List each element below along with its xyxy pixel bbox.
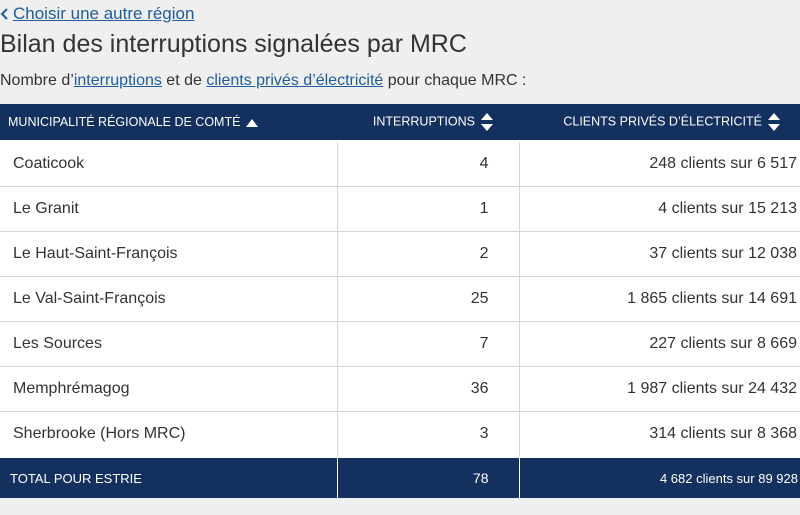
table-row: Sherbrooke (Hors MRC) 3 314 clients sur … xyxy=(0,411,800,458)
page-title: Bilan des interruptions signalées par MR… xyxy=(0,30,467,58)
clients-cell: 227 clients sur 8 669 xyxy=(519,321,800,367)
mrc-name-cell: Coaticook xyxy=(0,141,338,187)
total-interruptions: 78 xyxy=(337,456,520,498)
sort-ascending-icon xyxy=(246,118,259,127)
intro-text: Nombre d’interruptions et de clients pri… xyxy=(0,72,526,90)
clients-cell: 248 clients sur 6 517 xyxy=(519,141,800,187)
interruptions-cell: 36 xyxy=(337,366,520,412)
table-header-row: Municipalité régionale de comté Interrup… xyxy=(0,104,800,142)
table-row: Memphrémagog 36 1 987 clients sur 24 432 xyxy=(0,366,800,412)
intro-text-part3: pour chaque MRC : xyxy=(383,72,527,89)
table-row: Coaticook 4 248 clients sur 6 517 xyxy=(0,141,800,187)
mrc-name-cell: Memphrémagog xyxy=(0,366,338,412)
table-row: Le Granit 1 4 clients sur 15 213 xyxy=(0,186,800,232)
intro-text-part2: et de xyxy=(161,72,207,89)
intro-text-part1: Nombre d’ xyxy=(0,72,74,89)
interruptions-cell: 4 xyxy=(337,141,520,187)
total-clients: 4 682 clients sur 89 928 xyxy=(519,456,800,498)
interruptions-cell: 25 xyxy=(337,276,520,322)
chevron-left-icon xyxy=(0,4,9,24)
column-header-clients[interactable]: Clients privés d’électricité xyxy=(519,104,800,142)
clients-cell: 1 987 clients sur 24 432 xyxy=(519,366,800,412)
clients-cell: 314 clients sur 8 368 xyxy=(519,411,800,458)
column-header-mrc-label: Municipalité régionale de comté xyxy=(8,115,241,129)
interruptions-definition-link[interactable]: interruptions xyxy=(73,72,162,89)
column-header-clients-label: Clients privés d’électricité xyxy=(563,114,762,129)
interruptions-cell: 1 xyxy=(337,186,520,232)
sort-updown-icon xyxy=(768,113,780,131)
table-row: Les Sources 7 227 clients sur 8 669 xyxy=(0,321,800,367)
table-row: Le Val-Saint-François 25 1 865 clients s… xyxy=(0,276,800,322)
mrc-name-cell: Le Granit xyxy=(0,186,338,232)
back-to-regions-link[interactable]: Choisir une autre région xyxy=(0,4,194,24)
interruptions-cell: 7 xyxy=(337,321,520,367)
table-row: Le Haut-Saint-François 2 37 clients sur … xyxy=(0,231,800,277)
back-link-label: Choisir une autre région xyxy=(13,4,195,23)
mrc-name-cell: Le Haut-Saint-François xyxy=(0,231,338,277)
sort-updown-icon xyxy=(481,113,493,131)
column-header-interruptions[interactable]: Interruptions xyxy=(337,104,519,142)
total-label: Total pour Estrie xyxy=(0,456,338,498)
interruptions-cell: 2 xyxy=(337,231,520,277)
mrc-name-cell: Sherbrooke (Hors MRC) xyxy=(0,411,338,458)
interruptions-cell: 3 xyxy=(337,411,520,458)
column-header-interruptions-label: Interruptions xyxy=(372,114,475,129)
clients-cell: 4 clients sur 15 213 xyxy=(519,186,800,232)
clients-cell: 1 865 clients sur 14 691 xyxy=(519,276,800,322)
column-header-mrc[interactable]: Municipalité régionale de comté xyxy=(0,104,337,142)
mrc-table: Municipalité régionale de comté Interrup… xyxy=(0,104,800,498)
total-row: Total pour Estrie 78 4 682 clients sur 8… xyxy=(0,456,800,498)
mrc-name-cell: Les Sources xyxy=(0,321,338,367)
clients-definition-link[interactable]: clients privés d’électricité xyxy=(206,72,384,89)
mrc-name-cell: Le Val-Saint-François xyxy=(0,276,338,322)
clients-cell: 37 clients sur 12 038 xyxy=(519,231,800,277)
